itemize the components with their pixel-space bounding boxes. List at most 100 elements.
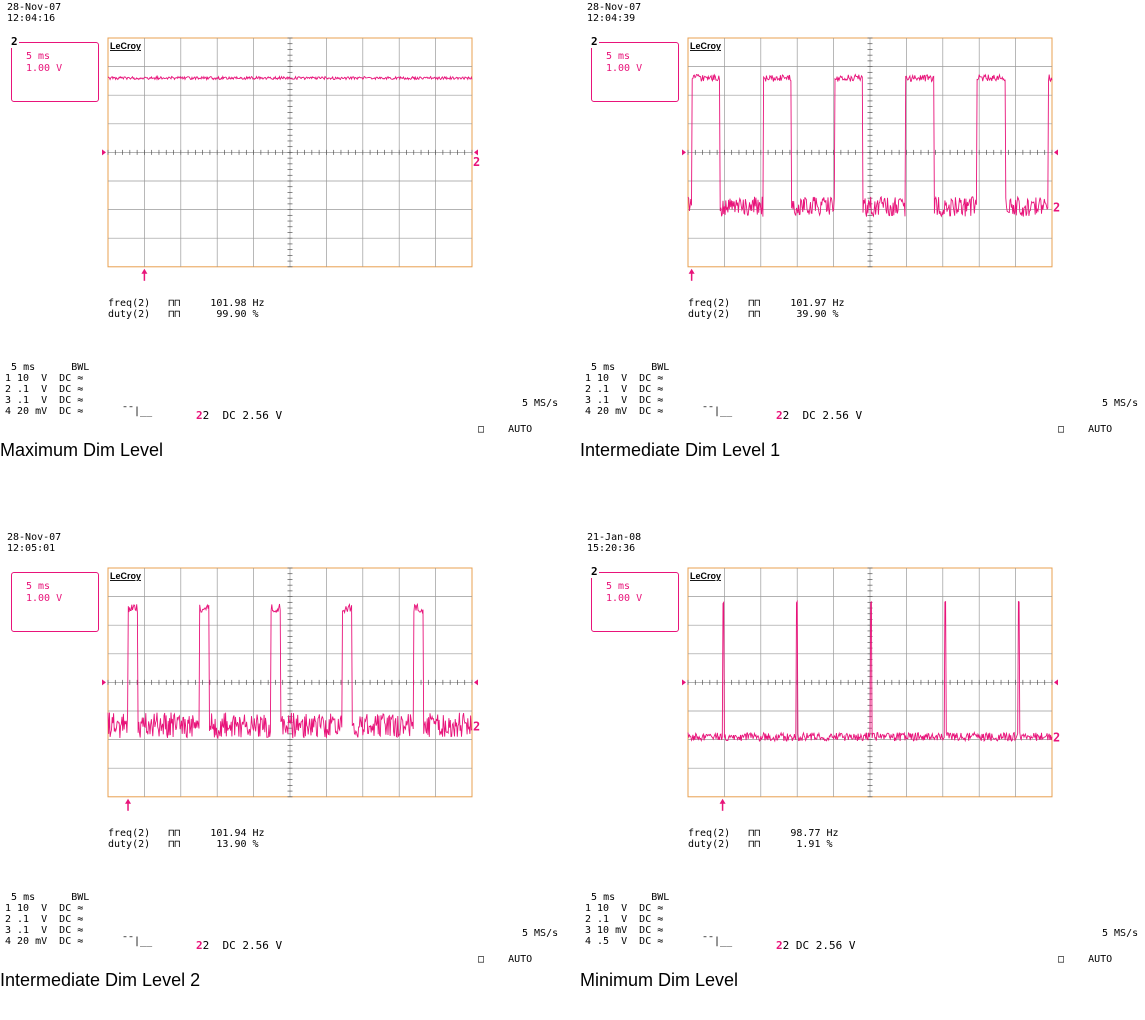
freq-value: 101.98 Hz bbox=[210, 298, 265, 309]
timestamp: 28-Nov-07 12:04:39 bbox=[587, 2, 641, 24]
duty-value: 99.90 % bbox=[216, 309, 259, 320]
trigger-level-marker bbox=[474, 149, 478, 156]
scope-screen: LeCroy 2 bbox=[102, 567, 480, 811]
trigger-level-marker bbox=[102, 679, 106, 686]
trace-channel-label: 2 bbox=[1053, 731, 1060, 745]
signal-trace bbox=[687, 599, 1053, 743]
settings-timebase: 5 ms bbox=[591, 892, 616, 903]
signal-trace bbox=[107, 74, 473, 82]
measurements: freq(2) ⊓⊓ 101.98 Hz duty(2) ⊓⊓ 99.90 % bbox=[108, 298, 265, 320]
channel-4-setting: 4 20 mV DC bbox=[5, 406, 72, 417]
capture-date: 28-Nov-07 bbox=[587, 2, 642, 13]
channel-volts: 1.00 V bbox=[26, 593, 63, 604]
duty-label: duty(2) bbox=[688, 839, 731, 850]
duty-value: 13.90 % bbox=[216, 839, 259, 850]
trace-channel-label: 2 bbox=[1053, 201, 1060, 215]
channel-4-setting: 4 20 mV DC bbox=[585, 406, 652, 417]
channel-volts: 1.00 V bbox=[606, 63, 643, 74]
bwl-label: BWL bbox=[651, 892, 670, 903]
scope-panel: 28-Nov-07 12:04:39 2 5 ms 1.00 V LeCroy 2… bbox=[580, 0, 1140, 490]
capture-time: 12:05:01 bbox=[7, 543, 56, 554]
channel-4-setting: 4 .5 V DC bbox=[585, 936, 652, 947]
channel-box: 5 ms 1.00 V bbox=[11, 572, 99, 632]
channel-number: 2 bbox=[10, 35, 19, 48]
capture-time: 12:04:39 bbox=[587, 13, 636, 24]
channel-timebase: 5 ms bbox=[26, 581, 51, 592]
channel-box: 2 5 ms 1.00 V bbox=[590, 35, 679, 102]
trigger-value: 2 DC 2.56 V bbox=[782, 409, 863, 422]
trigger-mode-value: AUTO bbox=[508, 954, 533, 965]
sample-rate: 5 MS/s bbox=[1102, 398, 1139, 409]
settings-readout: 5 ms BWL 1 10 V DC ≈ 2 .1 V DC ≈ 3 .1 V … bbox=[5, 362, 90, 417]
channel-number: 2 bbox=[590, 35, 599, 48]
scope-panel: 28-Nov-07 12:04:16 2 5 ms 1.00 V LeCroy 2… bbox=[0, 0, 560, 490]
trigger-value: 2 DC 2.56 V bbox=[202, 409, 283, 422]
panel-caption: Maximum Dim Level bbox=[0, 440, 164, 460]
timestamp: 21-Jan-08 15:20:36 bbox=[587, 532, 641, 554]
settings-timebase: 5 ms bbox=[11, 362, 36, 373]
trigger-channel: 2 bbox=[196, 939, 203, 952]
freq-value: 101.94 Hz bbox=[210, 828, 265, 839]
freq-label: freq(2) bbox=[108, 298, 151, 309]
brand-logo: LeCroy bbox=[110, 41, 141, 51]
trigger-symbol-icon: ¯¯|__ bbox=[122, 406, 153, 417]
channel-3-setting: 3 10 mV DC bbox=[585, 925, 652, 936]
bwl-label: BWL bbox=[71, 362, 90, 373]
sample-rate: 5 MS/s bbox=[522, 398, 559, 409]
timestamp: 28-Nov-07 12:05:01 bbox=[7, 532, 61, 554]
channel-timebase: 5 ms bbox=[26, 51, 51, 62]
trigger-mode: □ AUTO bbox=[478, 954, 533, 965]
trigger-channel: 2 bbox=[776, 939, 783, 952]
trigger-symbol-icon: ¯¯|__ bbox=[702, 936, 733, 947]
channel-number: 2 bbox=[590, 565, 599, 578]
bwl-label: BWL bbox=[651, 362, 670, 373]
trigger-level-marker bbox=[474, 679, 478, 686]
freq-label: freq(2) bbox=[688, 298, 731, 309]
trigger-mode-value: AUTO bbox=[1088, 954, 1113, 965]
channel-2-setting: 2 .1 V DC bbox=[585, 914, 652, 925]
capture-time: 12:04:16 bbox=[7, 13, 56, 24]
duty-label: duty(2) bbox=[108, 839, 151, 850]
trigger-symbol-icon: ¯¯|__ bbox=[122, 936, 153, 947]
channel-timebase: 5 ms bbox=[606, 581, 631, 592]
channel-4-setting: 4 20 mV DC bbox=[5, 936, 72, 947]
freq-value: 101.97 Hz bbox=[790, 298, 845, 309]
trigger-level-marker bbox=[102, 149, 106, 156]
brand-logo: LeCroy bbox=[690, 571, 721, 581]
channel-2-setting: 2 .1 V DC bbox=[5, 914, 72, 925]
trigger-level-marker bbox=[1054, 149, 1058, 156]
sample-rate: 5 MS/s bbox=[1102, 928, 1139, 939]
capture-time: 15:20:36 bbox=[587, 543, 636, 554]
channel-2-setting: 2 .1 V DC bbox=[585, 384, 652, 395]
scope-screen: LeCroy 2 bbox=[682, 37, 1060, 281]
duty-label: duty(2) bbox=[108, 309, 151, 320]
trigger-channel: 2 bbox=[776, 409, 783, 422]
channel-1-setting: 1 10 V DC bbox=[5, 373, 72, 384]
settings-timebase: 5 ms bbox=[11, 892, 36, 903]
trigger-readout: 22 DC 2.56 V bbox=[776, 940, 855, 951]
freq-label: freq(2) bbox=[108, 828, 151, 839]
trigger-arrow-icon bbox=[125, 798, 132, 804]
trigger-mode-value: AUTO bbox=[1088, 424, 1113, 435]
channel-3-setting: 3 .1 V DC bbox=[585, 395, 652, 406]
trigger-mode: □ AUTO bbox=[1058, 424, 1113, 435]
trigger-mode: □ AUTO bbox=[478, 424, 533, 435]
capture-date: 28-Nov-07 bbox=[7, 2, 62, 13]
settings-timebase: 5 ms bbox=[591, 362, 616, 373]
settings-readout: 5 ms BWL 1 10 V DC ≈ 2 .1 V DC ≈ 3 .1 V … bbox=[5, 892, 90, 947]
duty-value: 39.90 % bbox=[796, 309, 839, 320]
settings-readout: 5 ms BWL 1 10 V DC ≈ 2 .1 V DC ≈ 3 10 mV… bbox=[585, 892, 670, 947]
channel-volts: 1.00 V bbox=[606, 593, 643, 604]
channel-volts: 1.00 V bbox=[26, 63, 63, 74]
bwl-label: BWL bbox=[71, 892, 90, 903]
signal-trace bbox=[687, 73, 1053, 218]
trigger-mode: □ AUTO bbox=[1058, 954, 1113, 965]
measurements: freq(2) ⊓⊓ 101.94 Hz duty(2) ⊓⊓ 13.90 % bbox=[108, 828, 265, 850]
channel-box: 2 5 ms 1.00 V bbox=[10, 35, 99, 102]
trigger-mode-value: AUTO bbox=[508, 424, 533, 435]
capture-date: 21-Jan-08 bbox=[587, 532, 642, 543]
panel-caption: Minimum Dim Level bbox=[580, 970, 739, 990]
trigger-value: 2 DC 2.56 V bbox=[782, 939, 856, 952]
trigger-level-marker bbox=[682, 679, 686, 686]
trigger-channel: 2 bbox=[196, 409, 203, 422]
